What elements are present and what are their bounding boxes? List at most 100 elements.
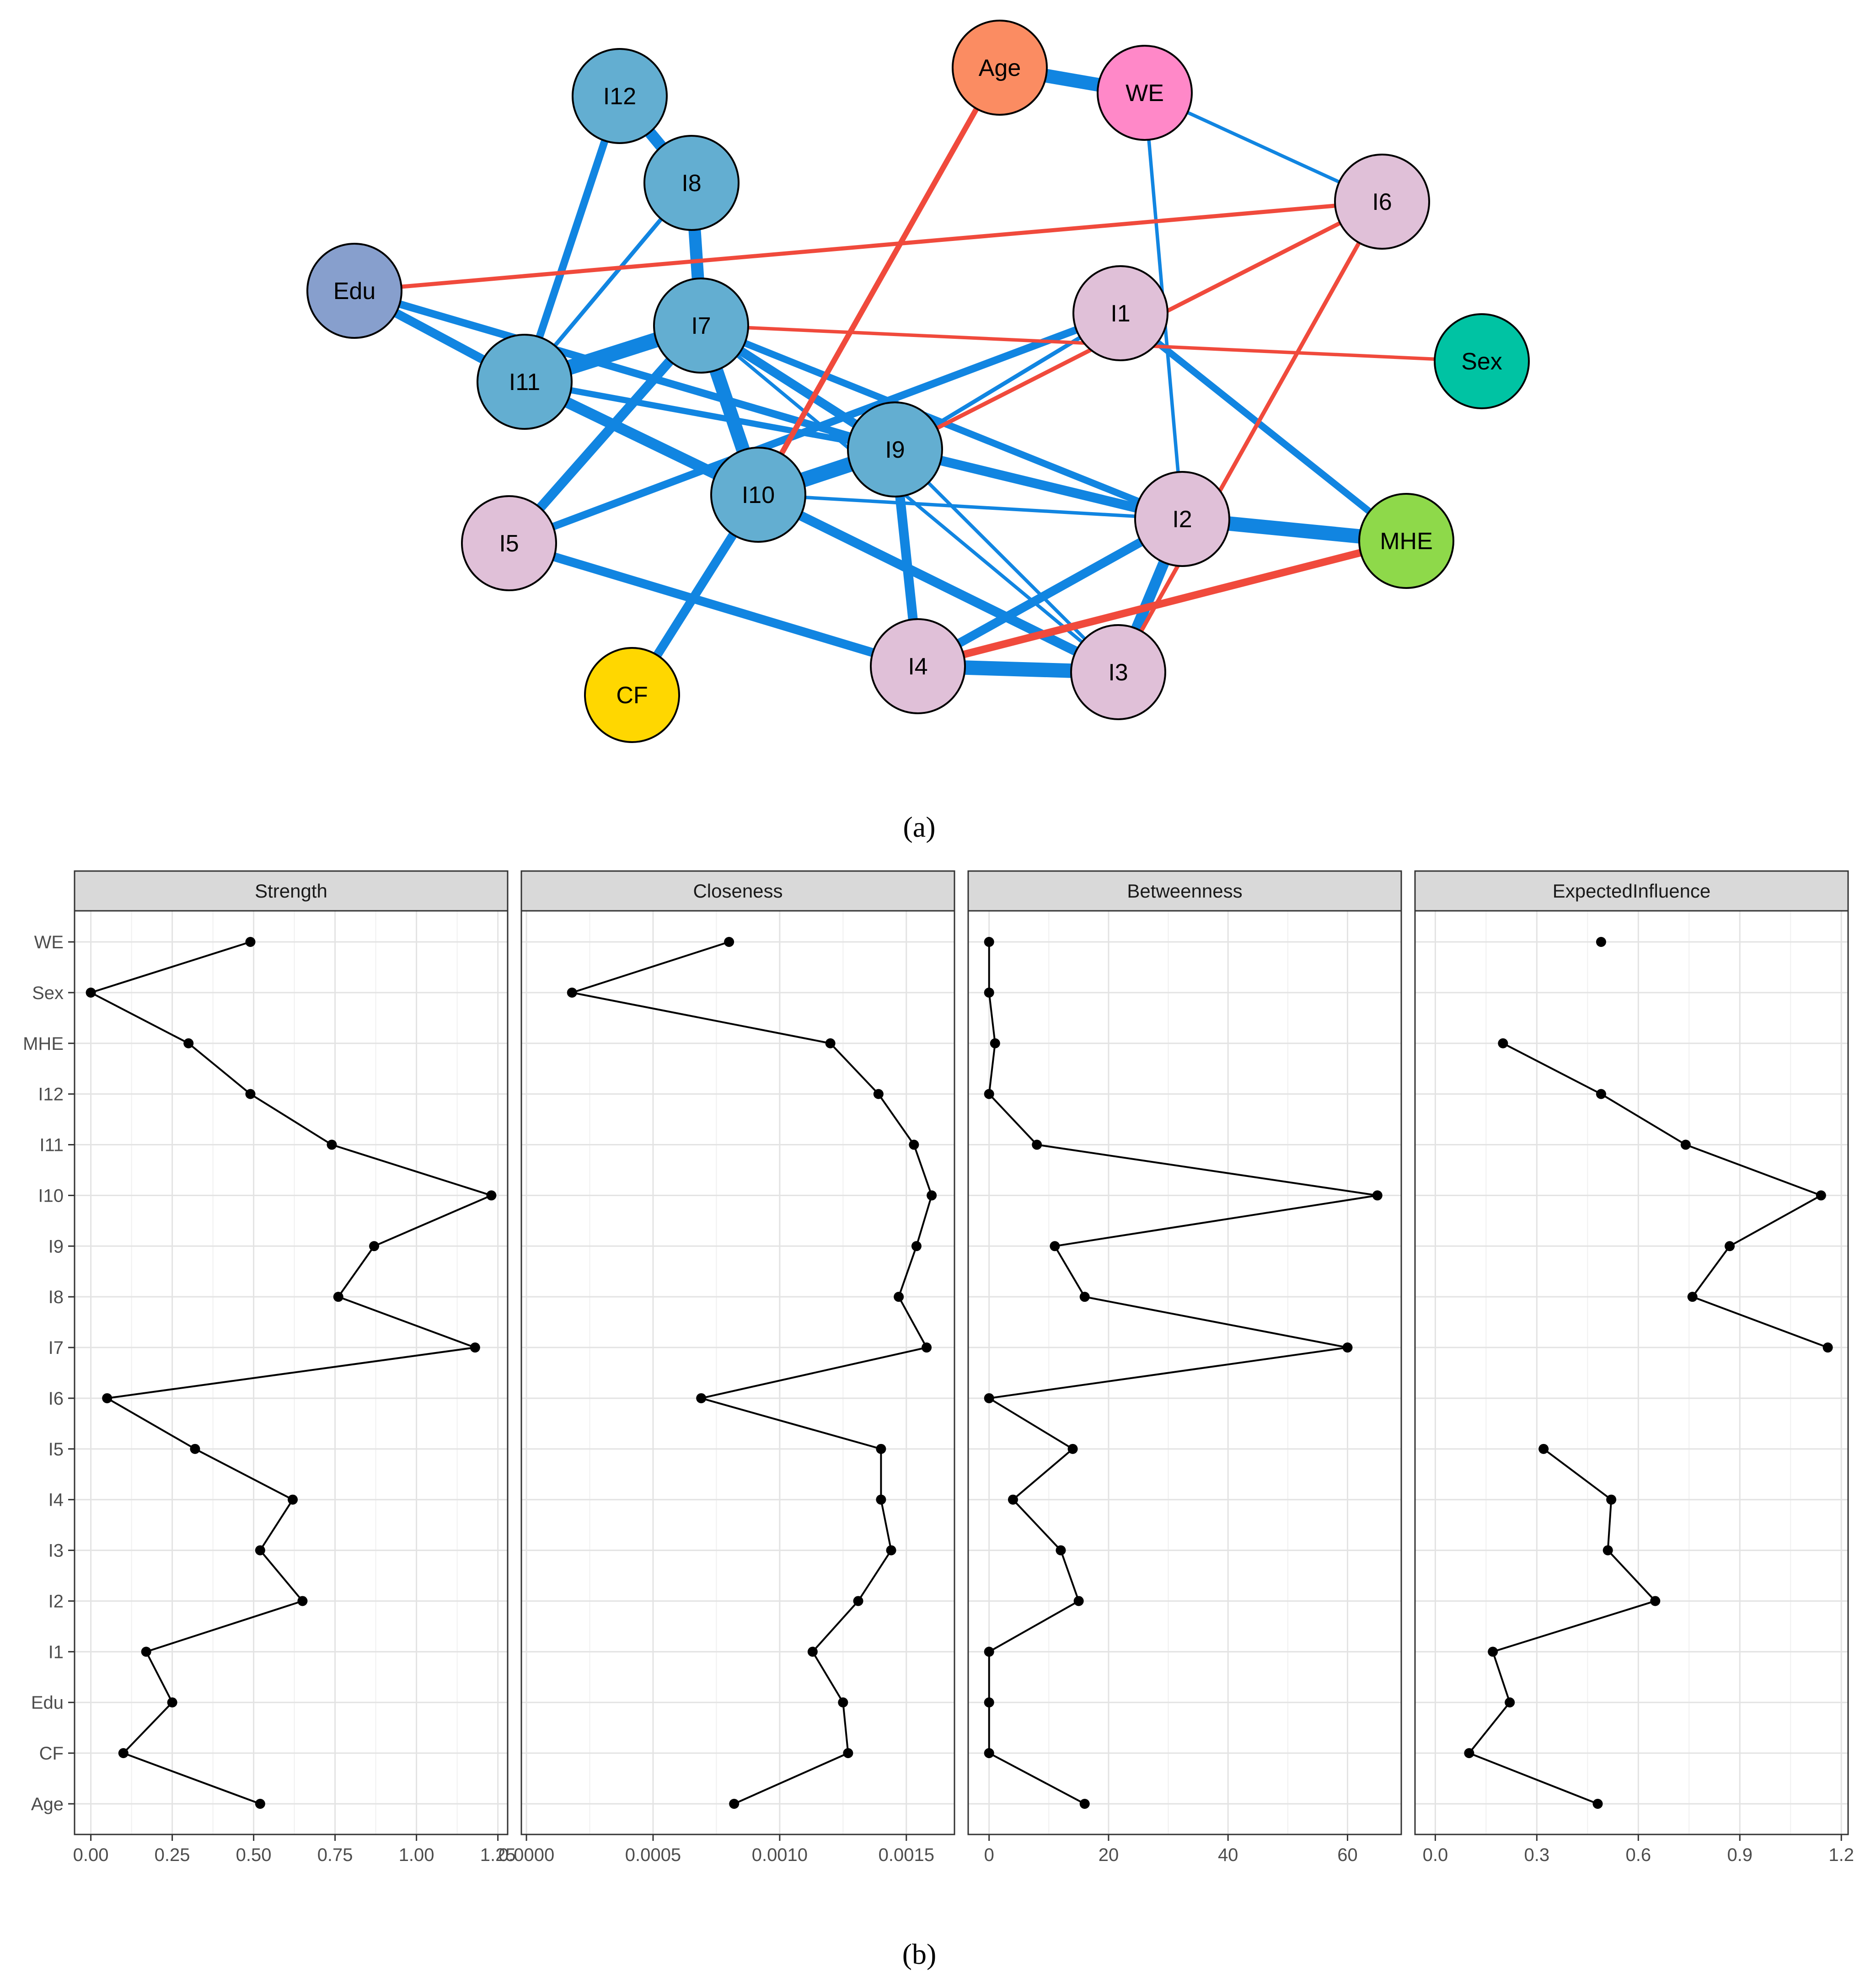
series-segment bbox=[1685, 1144, 1822, 1197]
series-segment bbox=[1492, 1600, 1656, 1653]
edge-i5-i4 bbox=[508, 539, 919, 671]
node-circle bbox=[1134, 471, 1230, 567]
x-tick-label: 0.00 bbox=[73, 1845, 109, 1865]
x-tick-label: 60 bbox=[1337, 1845, 1358, 1865]
node-label: I11 bbox=[509, 369, 540, 396]
node-label: I1 bbox=[1110, 300, 1130, 327]
facet-strip bbox=[1414, 870, 1849, 912]
series-segment bbox=[812, 1600, 859, 1652]
series-segment bbox=[331, 1144, 492, 1197]
point-i10 bbox=[1372, 1190, 1383, 1201]
x-tick-label: 0.0015 bbox=[879, 1845, 934, 1865]
node-i5: I5 bbox=[461, 495, 557, 591]
node-i2: I2 bbox=[1134, 471, 1230, 567]
y-category-label: I6 bbox=[48, 1389, 64, 1409]
point-i3 bbox=[886, 1545, 896, 1556]
series-segment bbox=[701, 1397, 881, 1450]
point-i5 bbox=[876, 1444, 886, 1454]
edge-i10-i3 bbox=[756, 490, 1120, 677]
series-segment bbox=[916, 1195, 933, 1246]
y-category-label: I4 bbox=[48, 1490, 64, 1510]
facet-plot-area bbox=[521, 911, 954, 1834]
y-category-label: I2 bbox=[48, 1591, 64, 1611]
edge-i7-i3 bbox=[700, 324, 1120, 674]
point-we bbox=[1596, 937, 1606, 947]
point-i3 bbox=[255, 1545, 265, 1556]
point-mhe bbox=[825, 1038, 836, 1048]
node-circle bbox=[1334, 154, 1430, 250]
node-label: I5 bbox=[499, 530, 519, 557]
point-i1 bbox=[984, 1647, 994, 1657]
x-tick-label: 0.0010 bbox=[752, 1845, 808, 1865]
point-i7 bbox=[1342, 1342, 1353, 1353]
caption-b: (b) bbox=[902, 1938, 937, 1970]
node-circle bbox=[306, 243, 402, 339]
series-segment bbox=[988, 1397, 1073, 1450]
point-i8 bbox=[1079, 1292, 1090, 1302]
point-i11 bbox=[909, 1139, 919, 1150]
series-segment bbox=[878, 1093, 915, 1145]
facet-plot-area bbox=[968, 911, 1401, 1834]
network-graph: I12 I8 Age WE I6 Edu I7 I1 Sex I11 I9 I10 I2 MHE I5 I4 I… bbox=[306, 20, 1530, 743]
node-i11: I11 bbox=[477, 334, 573, 430]
point-i6 bbox=[696, 1393, 707, 1403]
point-i9 bbox=[1050, 1241, 1060, 1251]
facet-strength: Strength 0.00 0.25 0.50 0.75 1.00 1.25 WE Sex MHE… bbox=[23, 870, 516, 1865]
node-i9: I9 bbox=[847, 401, 943, 497]
series-segment bbox=[734, 1752, 849, 1805]
edge-i9-i3 bbox=[894, 448, 1120, 674]
series-segment bbox=[338, 1246, 375, 1298]
series-segment bbox=[1492, 1651, 1511, 1703]
point-i2 bbox=[1073, 1596, 1084, 1606]
point-sex bbox=[984, 987, 994, 998]
series-segment bbox=[812, 1651, 844, 1703]
y-category-label: I1 bbox=[48, 1642, 64, 1662]
point-i2 bbox=[853, 1596, 863, 1606]
edge-i6-i3 bbox=[1116, 200, 1384, 674]
node-circle bbox=[643, 135, 740, 231]
edge-mhe-i4 bbox=[917, 537, 1408, 670]
node-circle bbox=[1434, 313, 1530, 409]
facet-strip bbox=[74, 870, 509, 912]
node-edu: Edu bbox=[306, 243, 402, 339]
y-category-label: Age bbox=[31, 1794, 64, 1814]
series-segment bbox=[1729, 1194, 1822, 1247]
point-i10 bbox=[1816, 1190, 1826, 1201]
node-cf: CF bbox=[584, 647, 680, 743]
series-segment bbox=[857, 1550, 892, 1602]
edge-edu-i9 bbox=[353, 287, 896, 453]
edge-i2-i4 bbox=[916, 515, 1185, 670]
x-tick-label: 40 bbox=[1218, 1845, 1238, 1865]
point-i3 bbox=[1056, 1545, 1066, 1556]
node-we: WE bbox=[1097, 45, 1193, 141]
series-segment bbox=[898, 1246, 917, 1297]
series-segment bbox=[1054, 1246, 1086, 1298]
node-age: Age bbox=[952, 20, 1048, 116]
series-segment bbox=[1607, 1499, 1613, 1551]
point-i10 bbox=[486, 1190, 497, 1201]
network-nodes: I12 I8 Age WE I6 Edu I7 I1 Sex I11 I9 I10 I2 MHE I5 I4 I… bbox=[306, 20, 1530, 743]
series-segment bbox=[988, 1752, 1085, 1805]
node-label: I6 bbox=[1372, 189, 1392, 215]
x-tick-label: 0.25 bbox=[155, 1845, 190, 1865]
node-circle bbox=[584, 647, 680, 743]
x-tick-label: 0.0005 bbox=[625, 1845, 681, 1865]
edge-edu-i6 bbox=[354, 199, 1383, 293]
facet-plot-area bbox=[1415, 911, 1848, 1834]
y-category-label: I7 bbox=[48, 1338, 64, 1358]
y-category-label: I10 bbox=[38, 1186, 64, 1206]
point-i9 bbox=[369, 1241, 380, 1251]
point-i1 bbox=[141, 1647, 151, 1657]
point-i12 bbox=[984, 1089, 994, 1099]
node-circle bbox=[653, 278, 749, 374]
series-segment bbox=[145, 1651, 173, 1703]
point-i12 bbox=[245, 1089, 256, 1099]
facet-title: ExpectedInfluence bbox=[1553, 880, 1711, 902]
node-circle bbox=[870, 618, 966, 714]
series-segment bbox=[1469, 1752, 1598, 1805]
point-i5 bbox=[190, 1444, 200, 1454]
node-circle bbox=[847, 401, 943, 497]
point-i11 bbox=[1680, 1139, 1691, 1150]
facet-title: Betweenness bbox=[1127, 880, 1242, 902]
